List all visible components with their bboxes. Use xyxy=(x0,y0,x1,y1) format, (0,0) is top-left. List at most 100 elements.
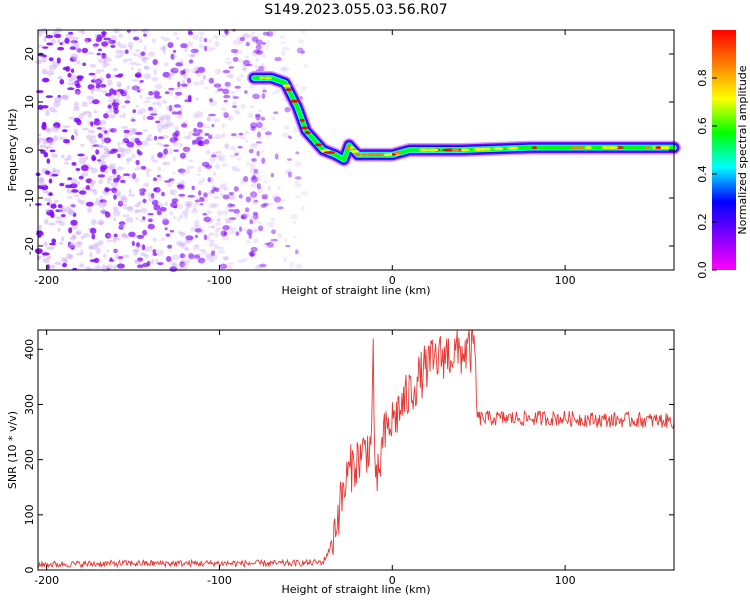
noise-speckle xyxy=(113,238,122,241)
x-tick-label: 0 xyxy=(389,574,396,587)
noise-speckle xyxy=(79,199,86,205)
noise-speckle xyxy=(229,227,238,231)
noise-speckle xyxy=(104,188,113,191)
noise-speckle xyxy=(181,263,186,267)
noise-speckle xyxy=(160,143,165,147)
noise-speckle xyxy=(204,46,208,52)
noise-speckle xyxy=(250,214,256,219)
noise-speckle xyxy=(113,177,120,183)
noise-speckle xyxy=(175,36,180,40)
noise-speckle xyxy=(60,236,65,242)
noise-speckle xyxy=(116,81,122,87)
noise-speckle xyxy=(47,256,52,259)
noise-speckle xyxy=(106,239,114,243)
ridge-hotspot xyxy=(473,148,482,151)
noise-speckle xyxy=(162,218,170,226)
noise-speckle xyxy=(242,66,247,71)
snr-frame xyxy=(37,329,675,571)
noise-speckle xyxy=(109,128,117,133)
noise-speckle xyxy=(239,226,242,232)
noise-speckle xyxy=(162,216,168,222)
noise-speckle xyxy=(261,63,265,69)
noise-speckle xyxy=(135,105,140,108)
noise-speckle xyxy=(74,90,81,95)
noise-speckle xyxy=(210,218,214,223)
noise-speckle xyxy=(301,205,305,211)
noise-speckle xyxy=(75,83,81,89)
noise-speckle xyxy=(73,56,78,62)
noise-speckle xyxy=(36,90,44,94)
noise-speckle xyxy=(256,121,263,129)
noise-speckle xyxy=(232,105,237,108)
noise-speckle xyxy=(103,37,112,41)
noise-speckle xyxy=(205,252,212,258)
noise-speckle xyxy=(252,93,260,100)
noise-speckle xyxy=(42,46,49,49)
ridge-hotspot xyxy=(484,147,492,151)
noise-speckle xyxy=(104,60,107,64)
noise-speckle xyxy=(267,185,272,192)
noise-speckle xyxy=(134,131,143,135)
noise-speckle xyxy=(72,234,78,239)
noise-speckle xyxy=(176,113,183,119)
noise-speckle xyxy=(78,175,84,180)
noise-speckle xyxy=(64,206,73,213)
noise-speckle xyxy=(301,50,305,55)
noise-speckle xyxy=(179,105,183,113)
noise-speckle xyxy=(221,111,229,116)
noise-speckle xyxy=(221,34,228,38)
noise-speckle xyxy=(227,203,233,208)
noise-speckle xyxy=(39,144,46,149)
noise-speckle xyxy=(39,183,48,187)
noise-speckle xyxy=(300,30,306,34)
noise-speckle xyxy=(232,96,239,99)
noise-speckle xyxy=(243,176,249,183)
noise-speckle xyxy=(228,194,234,200)
noise-speckle xyxy=(177,241,186,246)
noise-speckle xyxy=(195,243,200,248)
noise-speckle xyxy=(245,55,249,59)
noise-speckle xyxy=(120,194,127,201)
ridge-hotspot xyxy=(492,147,504,151)
noise-speckle xyxy=(42,257,50,264)
noise-speckle xyxy=(96,52,101,56)
y-tick-label: 300 xyxy=(23,394,36,415)
y-tick-label: 400 xyxy=(23,339,36,360)
noise-speckle xyxy=(131,172,136,178)
noise-speckle xyxy=(190,54,194,58)
noise-speckle xyxy=(95,80,101,84)
noise-speckle xyxy=(215,222,222,226)
noise-speckle xyxy=(105,149,111,155)
noise-speckle xyxy=(98,145,106,148)
noise-speckle xyxy=(227,265,233,271)
noise-speckle xyxy=(169,261,177,266)
noise-speckle xyxy=(206,210,213,214)
noise-speckle xyxy=(101,138,105,145)
snr-line xyxy=(37,329,675,569)
noise-speckle xyxy=(260,65,268,71)
noise-speckle xyxy=(99,209,107,213)
noise-speckle xyxy=(53,135,58,142)
noise-speckle xyxy=(118,33,123,39)
noise-speckle xyxy=(289,136,293,140)
noise-speckle xyxy=(133,36,140,41)
noise-speckle xyxy=(170,122,174,127)
noise-speckle xyxy=(159,46,165,51)
noise-speckle xyxy=(143,253,147,257)
noise-speckle xyxy=(176,218,181,222)
noise-speckle xyxy=(196,72,202,77)
noise-speckle xyxy=(234,108,239,114)
noise-speckle xyxy=(163,37,171,42)
noise-speckle xyxy=(132,85,140,91)
noise-speckle xyxy=(185,203,191,208)
ridge-hotspot xyxy=(304,131,311,135)
noise-speckle xyxy=(53,31,57,35)
noise-speckle xyxy=(187,251,193,255)
noise-speckle xyxy=(250,246,258,252)
noise-speckle xyxy=(181,123,188,128)
noise-speckle xyxy=(57,227,61,233)
noise-speckle xyxy=(128,193,136,197)
noise-speckle xyxy=(177,230,183,234)
noise-speckle xyxy=(223,257,229,262)
noise-speckle xyxy=(57,204,63,209)
